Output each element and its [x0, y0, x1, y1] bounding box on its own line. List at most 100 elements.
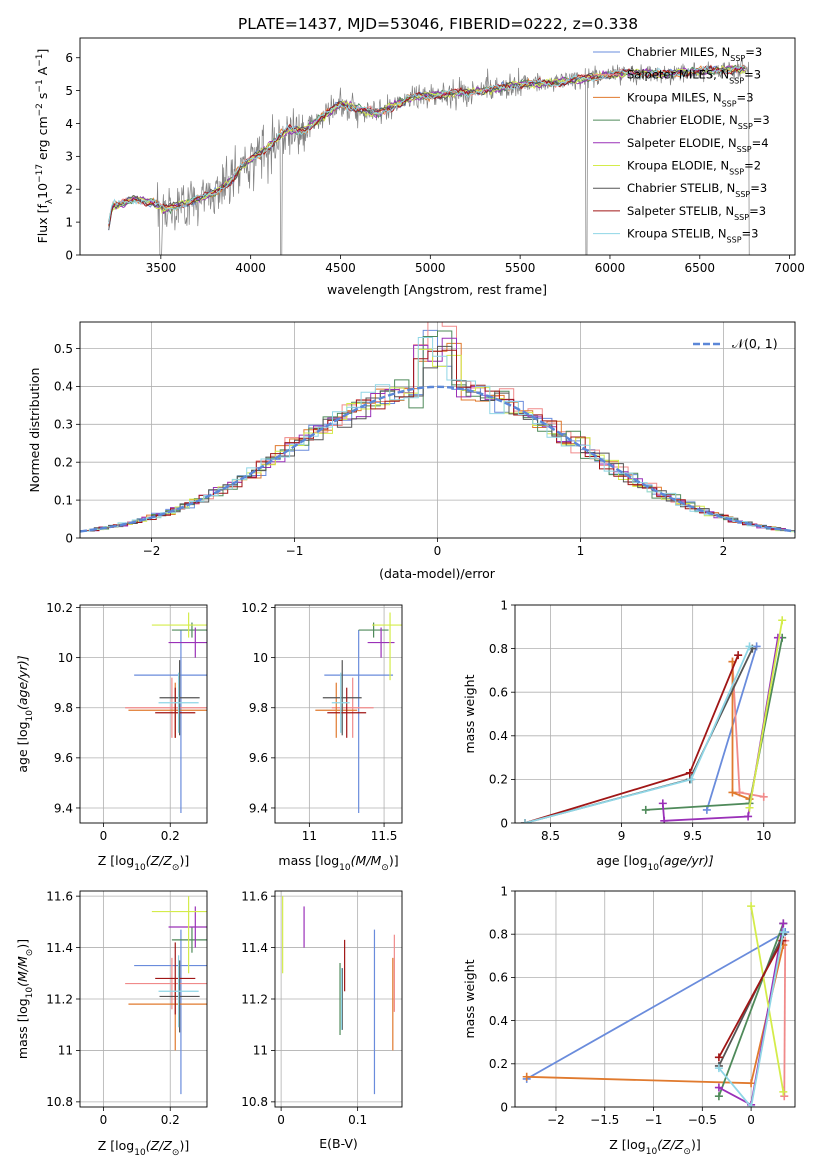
y-tick-label: 11.2 [241, 992, 268, 1006]
y-tick-label: 10.2 [241, 601, 268, 615]
y-tick-label: 5 [65, 84, 73, 98]
y-axis-label: Flux [fλ10−17 erg cm−2 s−1 A−1] [35, 49, 55, 244]
x-tick-label: −1 [645, 1113, 663, 1127]
weight-line-salpeter-elodie [661, 637, 779, 822]
weight-marker [745, 803, 754, 812]
y-tick-label: 0.8 [489, 642, 508, 656]
y-tick-label: 0 [65, 248, 73, 262]
y-tick-label: 0.6 [489, 686, 508, 700]
weight-line-kroupa-elodie [748, 620, 784, 808]
mass-weight-vs-age-plot-area [520, 616, 787, 823]
y-tick-label: 11 [58, 1044, 73, 1058]
weight-marker [752, 642, 761, 651]
x-tick-label: −2 [547, 1113, 565, 1127]
x-tick-label: 1 [577, 544, 585, 558]
x-axis-label: wavelength [Angstrom, rest frame] [327, 282, 547, 297]
x-axis-label: E(B-V) [319, 1136, 358, 1151]
weight-line-kroupa-elodie [750, 905, 785, 1093]
x-tick-label: 3500 [146, 261, 177, 275]
y-tick-label: 0 [65, 531, 73, 545]
errorbar-salpeter-miles [125, 677, 207, 738]
y-tick-label: 11.4 [241, 941, 268, 955]
legend-entry: Salpeter ELODIE, NSSP=4 [627, 136, 769, 154]
weight-line-salpeter-stelib [718, 940, 784, 1058]
x-tick-label: 6500 [685, 261, 716, 275]
y-tick-label: 11.6 [241, 889, 268, 903]
y-axis-label: mass weight [462, 959, 477, 1038]
weight-line-salpeter-miles [783, 940, 787, 1097]
errorbar-chabrier-stelib [322, 660, 362, 736]
x-tick-label: −1 [286, 544, 304, 558]
mass-vs-EBV-frame [274, 890, 403, 1108]
spectrum-legend: Chabrier MILES, NSSP=3 Salpeter MILES, NS… [593, 45, 770, 244]
y-axis-label: mass [log10(M/M⊙)] [15, 939, 35, 1059]
weight-marker [658, 799, 667, 808]
errorbar-salpeter-miles [331, 677, 374, 738]
y-tick-label: 6 [65, 51, 73, 65]
weight-marker [778, 616, 787, 625]
y-tick-label: 11.2 [46, 992, 73, 1006]
legend-entry: Salpeter STELIB, NSSP=3 [627, 204, 766, 222]
legend-entry: 𝒩(0, 1) [732, 336, 778, 351]
x-tick-label: 4000 [235, 261, 266, 275]
weight-marker [714, 1092, 723, 1101]
spectrum-frame [79, 37, 796, 256]
weight-line-kroupa-miles [731, 661, 750, 800]
age-vs-Z-frame [79, 604, 208, 824]
x-tick-label: −0.5 [688, 1113, 717, 1127]
weight-marker [759, 792, 768, 801]
errorbar-kroupa-elodie [151, 612, 207, 638]
errorbar-chabrier-stelib [159, 660, 200, 736]
weight-marker [702, 805, 711, 814]
data-spectrum-line [108, 57, 752, 255]
y-tick-label: 11.4 [46, 941, 73, 955]
weight-line-chabrier-miles [526, 931, 786, 1080]
legend-entry: Salpeter MILES, NSSP=3 [627, 68, 761, 86]
weight-marker [714, 1083, 723, 1092]
legend-entry: Chabrier MILES, NSSP=3 [627, 45, 762, 63]
y-tick-label: 0.2 [54, 456, 73, 470]
errorbar-chabrier-stelib [159, 960, 200, 1033]
y-tick-label: 0 [500, 816, 508, 830]
weight-marker [641, 805, 650, 814]
y-tick-label: 4 [65, 117, 73, 131]
errorbar-chabrier-miles [324, 630, 394, 813]
y-tick-label: 11 [253, 1044, 268, 1058]
weight-marker [779, 919, 788, 928]
y-tick-label: 1 [500, 884, 508, 898]
errorbar-kroupa-elodie [372, 612, 402, 681]
age-vs-Z-plot-area [125, 612, 207, 813]
age-vs-Z-axes: 0 0.2 9.4 9.6 9.8 10 10.2 [46, 601, 207, 843]
y-tick-label: 10.8 [241, 1095, 268, 1109]
y-tick-label: 10 [58, 651, 73, 665]
x-axis-label: Z [log10(Z/Z⊙)] [98, 1138, 189, 1158]
x-tick-label: 7000 [774, 261, 805, 275]
mass-weight-vs-age-frame [514, 604, 796, 824]
x-axis-label: Z [log10(Z/Z⊙)] [609, 1137, 700, 1157]
weight-marker [745, 642, 754, 651]
errorbar-chabrier-miles [134, 630, 207, 813]
y-axis-label: Normed distribution [27, 368, 42, 493]
y-axis-label: age [log10(age/yr)] [15, 655, 35, 772]
y-tick-label: 2 [65, 183, 73, 197]
y-tick-label: 0.8 [489, 928, 508, 942]
x-tick-label: 8.5 [541, 829, 560, 843]
residuals-plot-area [80, 322, 795, 534]
weight-marker [779, 1087, 788, 1096]
weight-line-kroupa-stelib [718, 931, 785, 1107]
x-tick-label: 5000 [415, 261, 446, 275]
x-tick-label: 6000 [595, 261, 626, 275]
x-tick-label: 0.1 [348, 1113, 367, 1127]
errorbar-salpeter-miles [125, 957, 207, 1010]
y-tick-label: 9.8 [249, 701, 268, 715]
x-tick-label: 5500 [505, 261, 536, 275]
x-axis-label: mass [log10(M/M⊙)] [278, 853, 398, 873]
spectrum-plot-area [108, 57, 752, 255]
mass-weight-vs-Z-axes: −2 −1.5 −1 −0.5 0 0 0.2 0.4 0.6 0.8 1 [489, 884, 795, 1127]
y-tick-label: 9.4 [54, 801, 73, 815]
y-axis-label: mass weight [462, 674, 477, 753]
legend-entry: Chabrier ELODIE, NSSP=3 [627, 113, 770, 131]
x-tick-label: 4500 [325, 261, 356, 275]
y-tick-label: 0.2 [489, 773, 508, 787]
